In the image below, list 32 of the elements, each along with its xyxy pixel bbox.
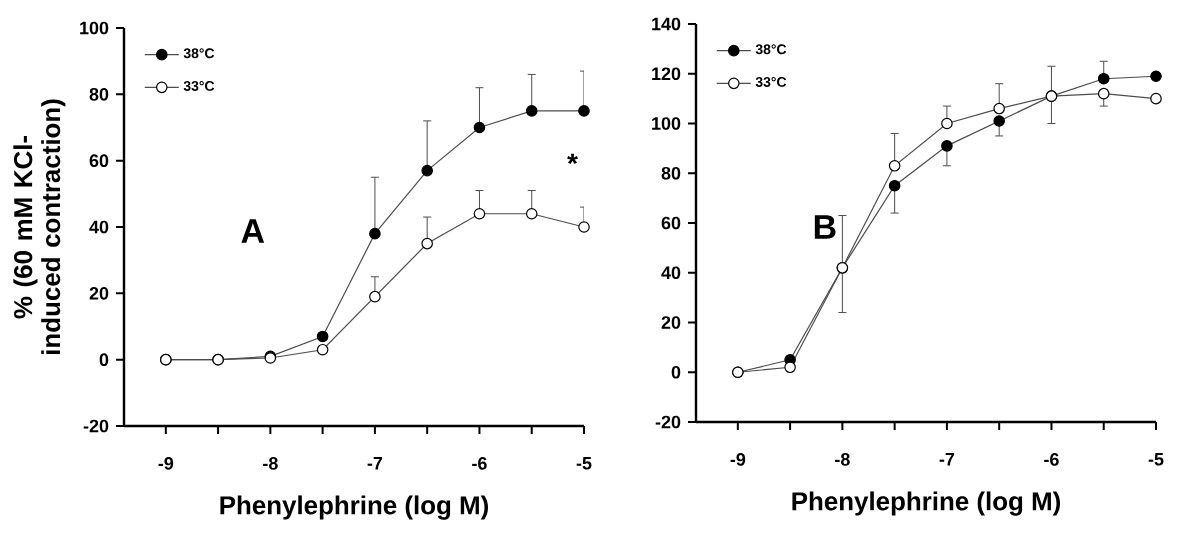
- y-tick-label: 80: [661, 166, 681, 180]
- x-tick-label: -6: [472, 457, 487, 470]
- y-tick-label: 40: [661, 266, 681, 280]
- x-tick-label: -6: [1044, 453, 1059, 466]
- x-tick-label: -7: [367, 457, 383, 470]
- x-tick-label: -9: [730, 453, 746, 466]
- x-tick-label: -7: [939, 453, 955, 466]
- y-tick-label: 60: [89, 154, 109, 168]
- y-tick-label: 0: [671, 365, 681, 379]
- x-tick-label: -9: [158, 457, 174, 470]
- y-tick-label: 120: [652, 67, 681, 81]
- y-tick-label: 80: [89, 87, 109, 101]
- y-tick-label: -20: [655, 415, 681, 429]
- y-tick-label: 100: [652, 117, 681, 130]
- y-tick-label: -20: [83, 419, 109, 433]
- y-tick-label: 100: [80, 21, 109, 35]
- x-axis-title: Phenylephrine (log M): [220, 495, 488, 520]
- x-tick-label: -5: [1148, 453, 1164, 466]
- x-axis-title: Phenylephrine (log M): [792, 491, 1060, 516]
- y-tick-label: 40: [89, 220, 109, 234]
- x-tick-label: -5: [576, 457, 592, 470]
- y-tick-label: 140: [652, 17, 681, 31]
- y-tick-label: 60: [661, 216, 681, 230]
- annotation: B: [814, 215, 836, 239]
- annotation: *: [567, 153, 578, 165]
- x-tick-label: -8: [263, 457, 278, 470]
- y-tick-label: 0: [99, 353, 109, 367]
- y-tick-label: 20: [89, 286, 109, 300]
- y-tick-label: 20: [661, 316, 681, 329]
- x-tick-label: -8: [835, 453, 850, 466]
- annotation: A: [241, 219, 265, 243]
- y-axis-title: % (60 mM KCl-induced contraction): [13, 99, 66, 354]
